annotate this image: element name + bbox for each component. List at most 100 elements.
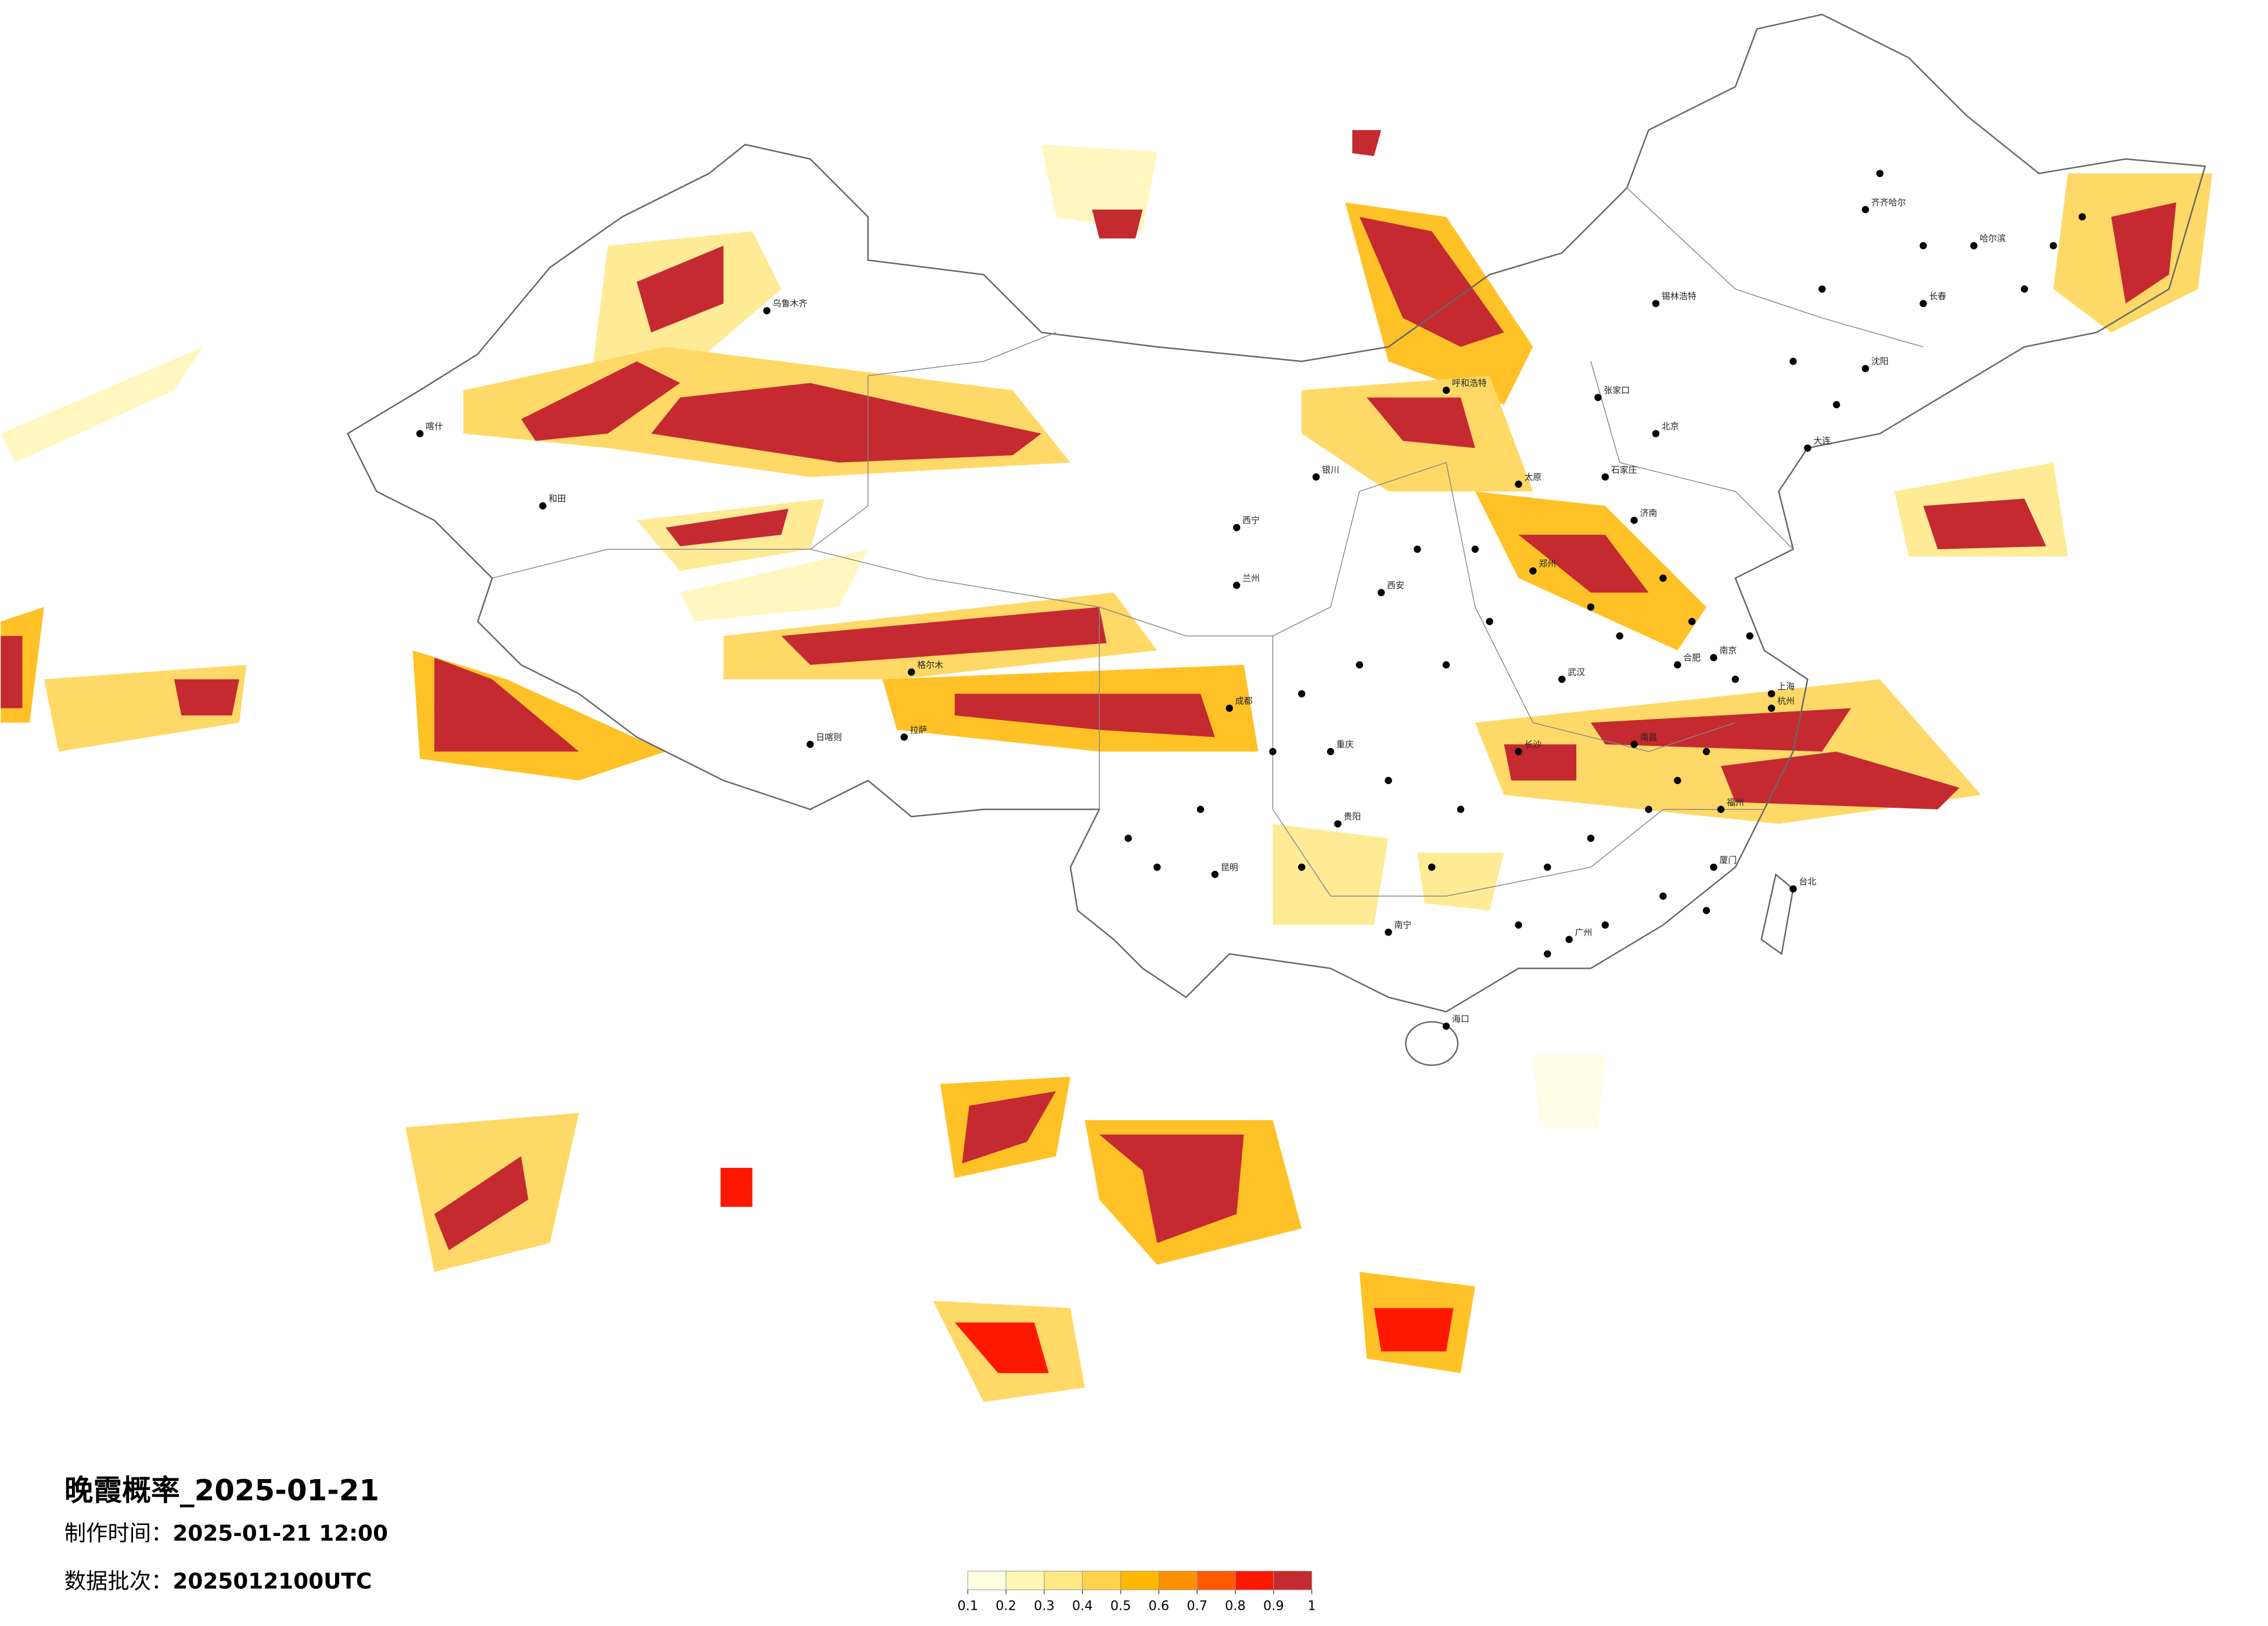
station-dot [1789,358,1797,365]
island-outline [1760,873,1794,955]
city-label: 日喀则 [816,732,842,742]
province-borders [492,188,1924,897]
batch-label: 数据批次： [64,1568,173,1593]
city-dot [1515,748,1522,756]
probability-area [174,679,239,715]
station-dot [1818,285,1826,293]
station-dot [1153,864,1161,871]
city-dot [1710,864,1717,871]
station-dot [1587,603,1595,611]
city-dot [1225,704,1233,712]
probability-area [680,549,868,622]
province-border [1272,636,1764,897]
station-dot [1920,242,1927,250]
station-dot [1356,661,1363,669]
station-dot [2078,213,2086,221]
city-label: 重庆 [1336,739,1354,750]
city-label: 南宁 [1394,920,1412,930]
city-label: 上海 [1777,681,1795,692]
city-dot [900,733,908,741]
station-dot [1414,545,1421,553]
station-dot [1544,950,1551,958]
station-dot [1832,401,1841,409]
station-dot [1124,834,1132,842]
colorbar-tick-label: 0.7 [1187,1599,1207,1614]
city-label: 海口 [1452,1014,1469,1024]
city-dot [1710,654,1717,661]
colorbar-swatch [1235,1570,1274,1591]
city-dot [1970,242,1978,250]
probability-area [434,1156,529,1250]
city-label: 北京 [1662,421,1679,431]
station-dot [1442,661,1450,669]
city-label: 哈尔滨 [1980,233,2006,244]
station-dot [1515,921,1522,929]
city-label: 石家庄 [1611,465,1637,475]
city-label: 广州 [1575,927,1593,937]
city-label: 厦门 [1720,855,1737,865]
probability-area [1504,744,1577,780]
probability-area [1417,852,1504,911]
city-label: 格尔木 [917,660,943,670]
city-dot [1312,473,1320,481]
city-dot [1804,444,1811,452]
probability-cores [1,130,2176,1373]
city-label: 贵阳 [1343,811,1361,822]
colorbar-tick-label: 0.9 [1263,1599,1284,1614]
made-time-label: 制作时间： [64,1520,173,1546]
station-dot [1587,834,1595,842]
station-dot [1196,805,1205,813]
city-dot [1327,748,1335,756]
city-dot [1232,581,1241,589]
city-label: 乌鲁木齐 [772,298,807,309]
station-dot [1544,864,1551,871]
city-dot [1515,480,1522,488]
city-label: 喀什 [426,421,443,431]
city-dot [1674,661,1681,669]
country-outline [346,13,2206,1013]
colorbar-swatch [967,1570,1007,1591]
city-dot [1529,567,1537,575]
city-dot [1442,1022,1450,1030]
made-time: 制作时间：2025-01-21 12:00 [64,1520,388,1546]
city-label: 太原 [1525,472,1542,482]
city-dot [907,668,915,676]
city-dot [1652,430,1660,437]
station-dot [1876,170,1884,177]
colorbar-swatch [1082,1570,1122,1591]
city-label: 长春 [1929,291,1946,301]
city-label: 呼和浩特 [1452,378,1487,388]
city-label: 大连 [1813,436,1831,446]
station-dot [1746,632,1753,640]
city-label: 南昌 [1640,732,1658,742]
colorbar-tick-label: 0.1 [957,1599,978,1614]
map-title: 晚霞概率_2025-01-21 [64,1473,379,1507]
probability-area [1923,498,2046,549]
city-label: 西安 [1387,580,1404,591]
probability-area [1367,397,1475,448]
city-dot [1334,820,1342,828]
city-dot [1861,206,1870,214]
city-label: 齐齐哈尔 [1871,197,1906,207]
city-label: 济南 [1640,508,1658,519]
city-label: 拉萨 [910,725,928,735]
probability-area [1352,130,1382,156]
station-dot [1616,632,1623,640]
probability-area [1518,534,1649,593]
city-dot [539,502,547,510]
city-dot [1442,386,1450,394]
city-label: 长沙 [1525,739,1542,750]
city-label: 沈阳 [1871,356,1889,366]
probability-area [651,383,1042,463]
city-dot [1717,805,1725,813]
station-dot [1659,892,1667,900]
province-border [810,462,1447,636]
colorbar-tick-label: 1 [1308,1599,1316,1614]
probability-area [1533,1055,1605,1128]
city-dot [1558,675,1566,683]
colorbar-swatch [1196,1570,1236,1591]
city-label: 合肥 [1683,652,1701,663]
city-dot [1767,690,1775,697]
probability-area [1,636,23,708]
city-dot [806,740,814,748]
